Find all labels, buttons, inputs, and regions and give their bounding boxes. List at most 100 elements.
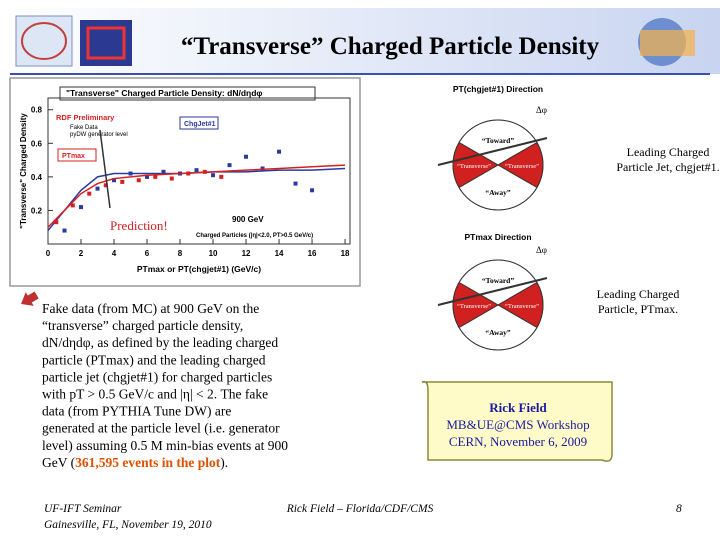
region: [458, 164, 538, 211]
data-point: [219, 174, 224, 179]
chart-title-box: [59, 86, 316, 101]
y-tick-label: 0.4: [31, 173, 43, 182]
bullet-line: particle jet (chgjet#1) for charged part…: [42, 369, 272, 384]
slide-title: “Transverse” Charged Particle Density: [181, 33, 600, 60]
footer-left: Gainesville, FL, November 19, 2010: [44, 519, 212, 531]
bullet-line: data (from PYTHIA Tune DW) are: [42, 404, 231, 419]
series-legend: PTmax: [62, 153, 85, 160]
toward: “Toward”: [482, 276, 514, 285]
y-tick-label: 0.2: [31, 206, 43, 215]
data-point: [103, 183, 108, 188]
bullet-line: generated at the particle level (i.e. ge…: [42, 421, 280, 436]
chart-title: "Transverse" Charged Particle Density: d…: [66, 88, 262, 98]
transverse: “Transverse”: [457, 303, 491, 310]
bullet-line: dN/dηdφ, as defined by the leading charg…: [42, 335, 278, 350]
away: “Away”: [485, 188, 511, 197]
legend-points: Fake Data: [70, 125, 98, 131]
x-tick-label: 18: [341, 249, 350, 258]
diagram-note: Particle Jet, chgjet#1.: [616, 160, 719, 174]
direction-arrow: [437, 137, 548, 166]
diagram-note: Particle, PTmax.: [598, 302, 678, 316]
x-tick-label: 14: [275, 249, 284, 258]
delta-phi: Δφ: [536, 105, 547, 115]
x-tick-label: 0: [46, 249, 51, 258]
cuts: Charged Particles (|η|<2.0, PT>0.5 GeV/c…: [196, 233, 313, 239]
bullet-icon: [21, 291, 39, 306]
bullet-text: ).: [220, 455, 228, 470]
data-point: [62, 228, 67, 233]
logos: [15, 15, 695, 67]
data-point: [260, 166, 265, 171]
plot-area: [47, 97, 351, 245]
model-curve: [47, 164, 346, 228]
x-tick-label: 4: [112, 249, 117, 258]
data-point: [244, 154, 249, 159]
toward: “Toward”: [482, 136, 514, 145]
region: [497, 141, 544, 189]
data-point: [202, 169, 207, 174]
transverse: “Transverse”: [505, 163, 539, 170]
away: “Away”: [485, 328, 511, 337]
data-point: [95, 186, 100, 191]
scroll-line: CERN, November 6, 2009: [449, 434, 587, 449]
diagram-title: PT(chgjet#1) Direction: [453, 84, 543, 94]
bullet-line: “transverse” charged particle density,: [42, 318, 243, 333]
footer-left: UF-IFT Seminar: [44, 503, 122, 515]
region: [497, 281, 544, 329]
data-point: [145, 174, 150, 179]
region: [458, 119, 538, 166]
data-point: [186, 171, 191, 176]
legend-box: [57, 148, 97, 162]
data-point: [87, 191, 92, 196]
data-point: [211, 173, 216, 178]
transverse: “Transverse”: [505, 303, 539, 310]
direction-arrow: [437, 277, 548, 306]
footer-center: Rick Field – Florida/CDF/CMS: [286, 503, 434, 515]
highlight: 361,595 events in the plot: [75, 455, 221, 470]
data-point: [112, 178, 117, 183]
data-point: [120, 179, 125, 184]
region: [458, 259, 538, 306]
x-tick-label: 16: [308, 249, 317, 258]
data-point: [194, 168, 199, 173]
preliminary: RDF Preliminary: [56, 113, 115, 122]
data-point: [79, 205, 84, 210]
data-point: [153, 174, 158, 179]
data-point: [227, 163, 232, 168]
x-axis-label: PTmax or PT(chgjet#1) (GeV/c): [137, 264, 261, 274]
diagram-title: PTmax Direction: [464, 232, 531, 242]
series-legend: ChgJet#1: [184, 121, 216, 128]
bullet-line: GeV (361,595 events in the plot).: [42, 455, 228, 470]
pointer: [99, 129, 111, 209]
diagram-note: Leading Charged: [627, 145, 710, 159]
data-point: [70, 203, 75, 208]
x-tick-label: 12: [242, 249, 251, 258]
data-point: [169, 176, 174, 181]
diagram-note: Leading Charged: [597, 287, 680, 301]
page-number: 8: [676, 503, 682, 515]
bullet-line: with pT > 0.5 GeV/c and |η| < 2. The fak…: [42, 387, 268, 402]
annotation: Prediction!: [110, 218, 168, 233]
data-point: [54, 220, 59, 225]
data-point: [310, 188, 315, 193]
scroll-line: Rick Field: [489, 400, 547, 415]
data-point: [161, 169, 166, 174]
delta-phi: Δφ: [536, 245, 547, 255]
x-tick-label: 2: [79, 249, 84, 258]
bullet-line: Fake data (from MC) at 900 GeV on the: [42, 301, 259, 316]
region: [452, 281, 499, 329]
x-tick-label: 6: [145, 249, 150, 258]
energy: 900 GeV: [232, 215, 264, 224]
x-tick-label: 8: [178, 249, 183, 258]
scroll-line: MB&UE@CMS Workshop: [446, 417, 589, 432]
x-tick-label: 10: [209, 249, 218, 258]
data-point: [293, 181, 298, 186]
data-point: [136, 178, 141, 183]
bullet-line: particle (PTmax) and the leading charged: [42, 352, 266, 367]
region: [458, 304, 538, 351]
legend-curves: pyDW generator level: [70, 132, 128, 138]
region: [452, 141, 499, 189]
data-point: [277, 149, 282, 154]
